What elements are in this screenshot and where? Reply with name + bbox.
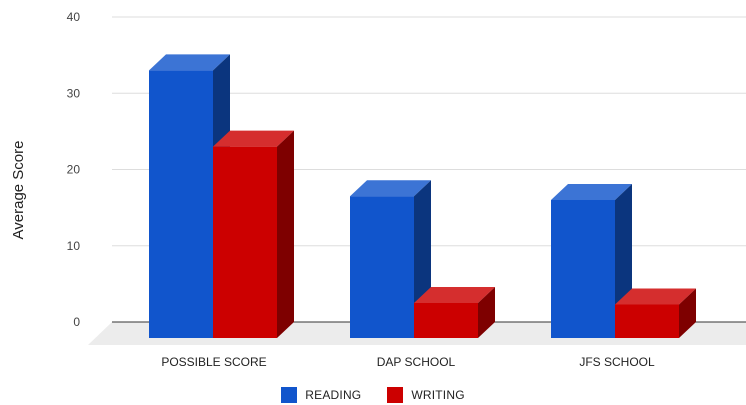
legend-swatch-reading: [281, 387, 298, 403]
bar-front: [551, 200, 615, 338]
bar-top: [615, 288, 696, 305]
x-axis-ticks: POSSIBLE SCORE DAP SCHOOL JFS SCHOOL: [161, 355, 655, 369]
bar-top: [551, 184, 632, 200]
bar-reading-2: [350, 180, 431, 338]
bar-top: [213, 130, 294, 147]
legend-label-writing: WRITING: [411, 388, 465, 402]
x-tick-label: DAP SCHOOL: [377, 355, 456, 369]
bar-front: [414, 302, 478, 338]
y-tick-label: 40: [67, 10, 81, 24]
bar-writing-2: [414, 286, 495, 338]
legend-item-reading: READING: [281, 387, 361, 403]
bar-writing-3: [615, 288, 696, 338]
legend-label-reading: READING: [305, 388, 362, 402]
bar-side: [679, 288, 696, 338]
y-axis-ticks: 0 10 20 30 40: [67, 10, 81, 329]
y-tick-label: 0: [73, 315, 80, 329]
bar-writing-1: [213, 130, 294, 338]
bar-chart: 0 10 20 30 40 Average Score POSSIBLE SCORE DA…: [10, 10, 746, 369]
x-tick-label: POSSIBLE SCORE: [161, 355, 266, 369]
y-tick-label: 10: [67, 239, 81, 253]
bar-top: [350, 180, 431, 197]
bar-front: [350, 196, 414, 338]
bar-front: [213, 146, 277, 338]
bar-side: [277, 130, 294, 338]
bars: [149, 54, 696, 338]
x-tick-label: JFS SCHOOL: [579, 355, 655, 369]
bar-top: [149, 54, 230, 71]
y-tick-label: 20: [67, 163, 81, 177]
bar-side: [478, 286, 495, 338]
legend: READING WRITING: [0, 385, 746, 405]
bar-front: [149, 70, 213, 338]
bar-front: [615, 304, 679, 338]
legend-item-writing: WRITING: [387, 387, 465, 403]
y-tick-label: 30: [67, 86, 81, 100]
y-axis-label: Average Score: [10, 141, 27, 240]
legend-swatch-writing: [387, 387, 404, 403]
bar-top: [414, 286, 495, 303]
